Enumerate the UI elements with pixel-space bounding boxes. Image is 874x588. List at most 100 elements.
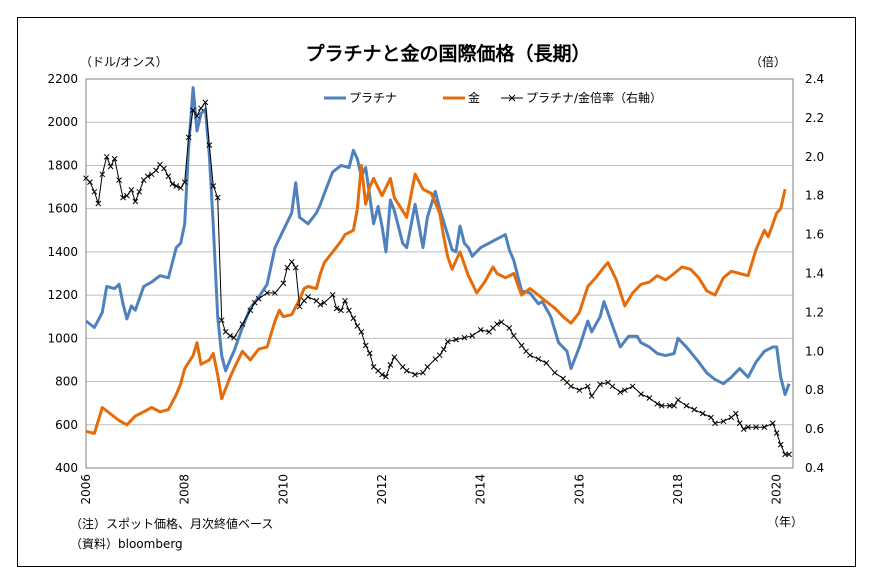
ratio-data-point [617, 389, 624, 395]
ratio-data-point [740, 426, 747, 432]
ratio-data-point [198, 105, 204, 112]
ratio-data-point [712, 420, 718, 427]
ratio-data-point [161, 165, 167, 172]
plot-area [85, 78, 794, 469]
ratio-data-point [597, 381, 603, 388]
x-tick-label: 2014 [474, 474, 488, 505]
ratio-data-point [683, 402, 690, 409]
ratio-data-point [518, 342, 525, 349]
ratio-data-point [510, 332, 517, 339]
y-right-tick-label: 0.6 [805, 422, 824, 436]
ratio-data-point [210, 183, 217, 189]
y-left-tick-label: 1800 [47, 158, 78, 172]
y-left-tick-label: 1400 [47, 245, 78, 259]
y-right-tick-label: 0.8 [805, 383, 824, 397]
ratio-data-point [190, 107, 196, 113]
ratio-data-point [354, 323, 361, 329]
ratio-data-point [498, 319, 505, 325]
gold-series-line [85, 163, 787, 435]
ratio-data-point [329, 292, 336, 298]
ratio-data-point [436, 352, 443, 359]
ratio-data-point [576, 387, 583, 394]
y-right-tick-label: 1.4 [805, 267, 824, 281]
ratio-data-point [736, 420, 743, 427]
ratio-data-point [506, 325, 513, 331]
ratio-data-point [169, 181, 176, 187]
ratio-data-point [629, 383, 636, 390]
ratio-data-point [646, 395, 653, 401]
y-left-tick-label: 400 [55, 461, 78, 475]
ratio-data-point [107, 163, 114, 170]
ratio-data-point [777, 441, 784, 448]
ratio-data-point [144, 173, 151, 180]
legend-label-0: プラチナ [349, 91, 397, 105]
ratio-data-point [527, 352, 533, 359]
y-right-axis: 0.4 0.6 0.8 1.0 1.2 1.4 1.6 1.8 2.0 2.2 2.4 [805, 72, 824, 475]
ratio-data-point [412, 371, 418, 378]
ratio-data-point [292, 264, 299, 271]
ratio-data-point [264, 290, 270, 296]
ratio-data-point [321, 299, 328, 306]
y-right-tick-label: 1.8 [805, 189, 824, 203]
ratio-data-point [671, 402, 677, 409]
ratio-data-point [494, 321, 500, 327]
ratio-data-point [227, 332, 233, 339]
ratio-data-point [477, 327, 484, 333]
y-right-tick-label: 1.0 [805, 344, 824, 358]
ratio-data-point [638, 391, 644, 397]
ratio-data-point [745, 424, 751, 431]
ratio-data-point [609, 383, 616, 390]
y-right-tick-label: 2.0 [805, 150, 824, 164]
legend-label-1: 金 [468, 90, 480, 105]
ratio-data-point [391, 354, 398, 360]
platinum-series-line [85, 86, 791, 396]
ratio-data-point [317, 301, 324, 308]
y-left-tick-label: 800 [55, 375, 78, 389]
y-left-unit: （ドル/オンス） [80, 55, 168, 69]
y-left-tick-label: 2000 [47, 115, 78, 129]
ratio-data-point [247, 307, 254, 314]
ratio-data-point [383, 373, 389, 380]
legend: プラチナ 金 プラチナ/金倍率（右軸） [324, 90, 662, 105]
ratio-data-point [588, 393, 595, 399]
ratio-data-point [584, 383, 591, 390]
note-source: （資料）bloomberg [70, 537, 183, 551]
y-right-tick-label: 1.6 [805, 228, 824, 242]
y-left-tick-label: 2200 [47, 72, 78, 86]
ratio-data-point [116, 177, 122, 183]
x-axis-unit: （年） [767, 515, 803, 529]
x-tick-label: 2010 [276, 474, 290, 505]
ratio-data-point [91, 188, 98, 195]
ratio-data-point [387, 362, 394, 368]
ratio-data-point [424, 364, 431, 370]
note-spot-price: （注）スポット価格、月次終値ベース [70, 517, 274, 531]
y-right-tick-label: 0.4 [805, 461, 824, 475]
ratio-data-point [350, 315, 357, 322]
ratio-data-point [708, 414, 714, 421]
gridlines [86, 121, 793, 426]
ratio-data-point [761, 424, 768, 431]
ratio-data-point [654, 400, 661, 407]
y-right-unit: （倍） [750, 54, 786, 69]
ratio-data-point [165, 173, 172, 180]
ratio-data-point [346, 307, 352, 314]
x-tick-label: 2012 [375, 474, 389, 505]
ratio-data-point [379, 371, 385, 378]
ratio-data-point [621, 387, 628, 394]
ratio-data-point [551, 369, 558, 376]
ratio-data-point [773, 430, 780, 436]
ratio-data-point [206, 142, 213, 148]
x-tick-label: 2016 [572, 474, 586, 505]
chart-title: プラチナと金の国際価格（長期） [305, 42, 590, 65]
ratio-data-point [469, 332, 476, 339]
ratio-data-point [675, 397, 681, 403]
ratio-data-point [153, 167, 159, 174]
ratio-data-point [720, 418, 727, 425]
ratio-data-point [136, 188, 143, 195]
ratio-data-point [461, 334, 468, 341]
chart-frame: プラチナと金の国際価格（長期） （ドル/オンス） （倍） （年） 400 600 8… [17, 17, 856, 567]
ratio-data-point [288, 258, 295, 265]
legend-marker-x [508, 94, 516, 102]
ratio-data-point [132, 198, 139, 205]
ratio-series-line [85, 101, 790, 455]
